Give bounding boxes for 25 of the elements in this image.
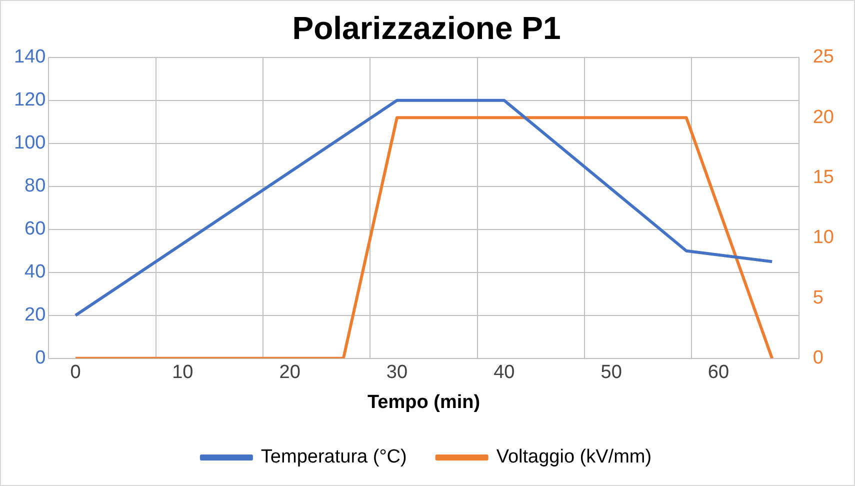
y-tick-label: 140 [14, 46, 46, 68]
y-tick-label: 80 [24, 176, 46, 197]
legend-label: Voltaggio (kV/mm) [496, 446, 652, 468]
y2-tick-label: 15 [812, 167, 834, 188]
y-tick-label: 100 [14, 132, 46, 154]
x-tick-label: 30 [386, 362, 408, 384]
x-axis-title: Tempo (min) [367, 392, 480, 413]
y2-tick-label: 0 [812, 348, 824, 369]
x-tick-label: 0 [70, 362, 81, 384]
y2-tick-label: 20 [812, 106, 834, 128]
y-tick-label: 120 [14, 90, 46, 111]
y-tick-label: 20 [24, 304, 46, 326]
y-tick-label: 0 [35, 348, 46, 369]
x-tick-label: 10 [172, 362, 194, 384]
x-tick-label: 50 [600, 362, 622, 384]
y2-tick-label: 5 [812, 287, 824, 308]
y-tick-label: 60 [24, 218, 46, 240]
x-tick-label: 60 [708, 362, 730, 384]
x-tick-label: 40 [494, 362, 515, 384]
chart-title: Polarizzazione P1 [292, 10, 561, 46]
y2-tick-label: 10 [812, 227, 834, 248]
x-tick-label: 20 [279, 362, 300, 384]
y-tick-label: 40 [24, 262, 46, 283]
y2-tick-label: 25 [812, 46, 834, 68]
legend-label: Temperatura (°C) [260, 446, 407, 468]
